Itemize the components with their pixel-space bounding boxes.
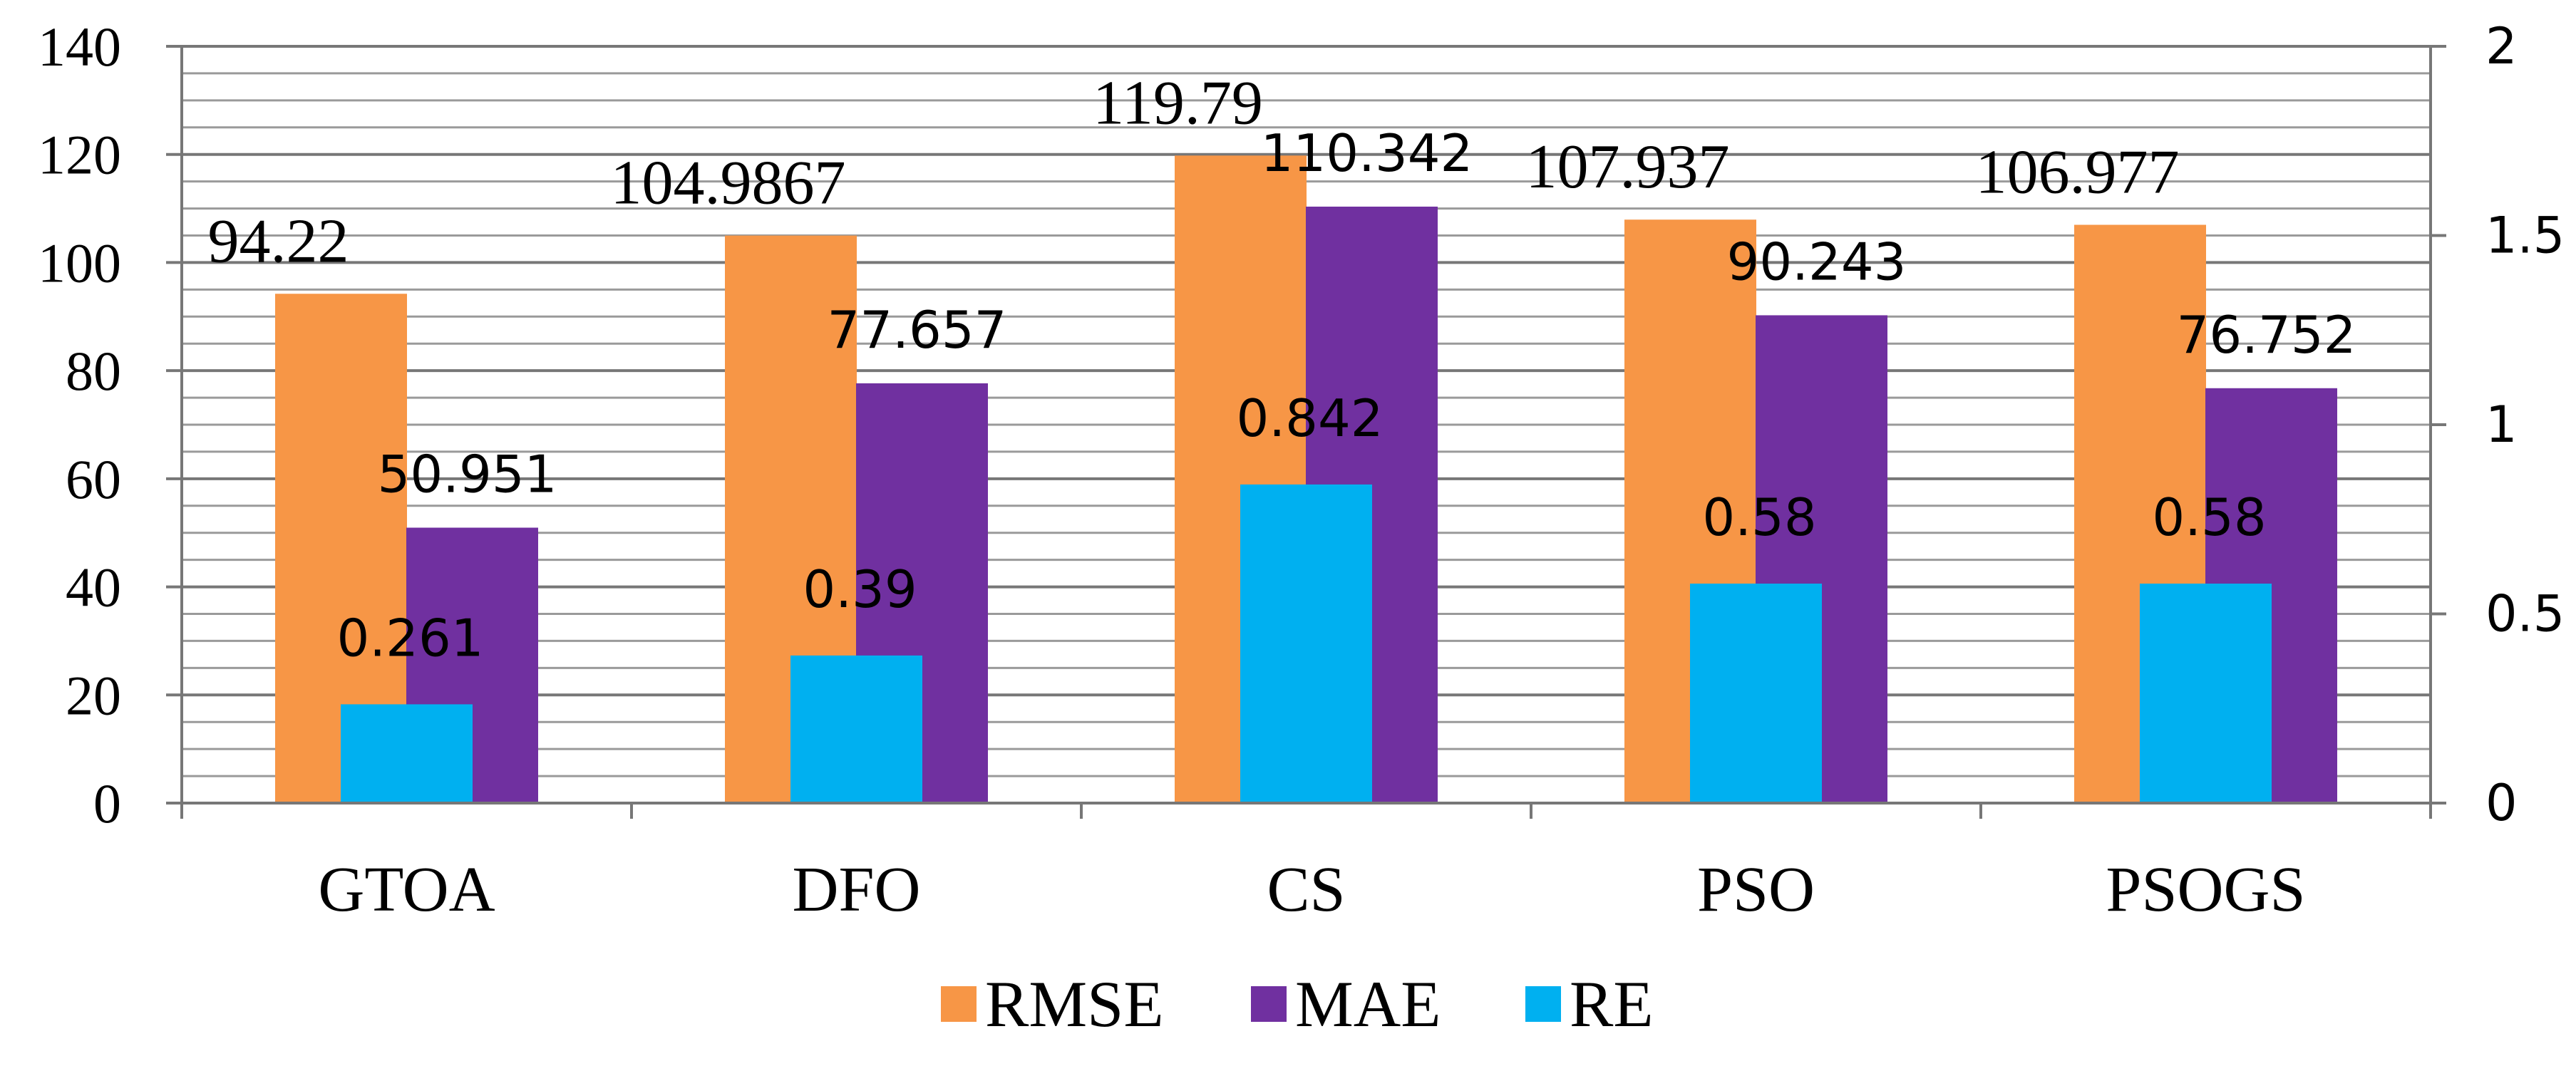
data-label-mae: 50.951 [378,445,557,505]
y-right-tick-label: 0 [2485,774,2518,832]
data-label-mae: 77.657 [828,300,1007,360]
legend-swatch-rmse [941,986,977,1022]
data-label-mae: 76.752 [2177,305,2356,365]
bar-re-gtoa [341,704,473,803]
data-label-rmse: 106.977 [1976,138,2180,207]
data-label-rmse: 104.9867 [611,149,846,218]
data-label-rmse: 94.22 [208,207,349,276]
legend-label-mae: MAE [1295,968,1441,1040]
data-label-rmse: 107.937 [1526,133,1730,202]
legend-label-re: RE [1570,968,1654,1040]
y-left-tick-label: 80 [66,340,121,402]
data-label-re: 0.39 [803,559,917,619]
bar-re-dfo [790,655,922,803]
data-label-re: 0.58 [2152,487,2266,547]
y-left-tick-label: 140 [38,16,121,78]
legend-label-rmse: RMSE [985,968,1164,1040]
legend-swatch-mae [1251,986,1287,1022]
y-right-tick-label: 0.5 [2485,585,2565,643]
y-left-tick-label: 100 [38,232,121,294]
y-right-tick-label: 1.5 [2485,207,2565,265]
data-label-mae: 90.243 [1727,232,1907,291]
data-label-re: 0.842 [1236,388,1383,448]
bar-re-psogs [2140,584,2272,803]
data-label-re: 0.58 [1702,487,1816,547]
x-category-label: DFO [792,854,920,925]
x-category-label: CS [1267,854,1345,925]
x-category-label: PSOGS [2106,854,2305,925]
y-left-tick-label: 60 [66,448,121,510]
y-left-tick-label: 0 [93,772,121,834]
bar-re-cs [1240,484,1372,803]
y-left-tick-label: 20 [66,664,121,726]
data-label-rmse: 119.79 [1093,68,1263,138]
y-right-tick-label: 1 [2485,395,2518,454]
bar-re-pso [1690,584,1822,803]
data-label-mae: 110.342 [1261,123,1473,183]
data-label-re: 0.261 [336,608,483,668]
y-left-tick-label: 40 [66,557,121,619]
x-category-label: PSO [1697,854,1815,925]
x-category-label: GTOA [318,854,495,925]
legend-swatch-re [1525,986,1561,1022]
y-left-tick-label: 120 [38,124,121,186]
y-right-tick-label: 2 [2485,17,2518,76]
